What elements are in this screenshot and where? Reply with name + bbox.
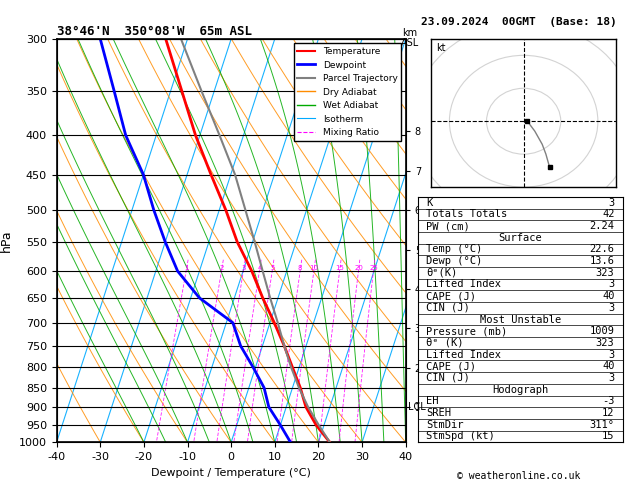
Text: Most Unstable: Most Unstable bbox=[480, 314, 561, 325]
Text: © weatheronline.co.uk: © weatheronline.co.uk bbox=[457, 471, 581, 481]
Text: 23.09.2024  00GMT  (Base: 18): 23.09.2024 00GMT (Base: 18) bbox=[421, 17, 617, 27]
Y-axis label: hPa: hPa bbox=[1, 229, 13, 252]
Text: 2: 2 bbox=[220, 265, 224, 271]
Text: 3: 3 bbox=[608, 198, 615, 208]
Text: Surface: Surface bbox=[499, 233, 542, 243]
Text: CIN (J): CIN (J) bbox=[426, 303, 470, 313]
Text: Hodograph: Hodograph bbox=[493, 384, 548, 395]
Text: 10: 10 bbox=[309, 265, 318, 271]
Text: 15: 15 bbox=[335, 265, 344, 271]
Text: 3: 3 bbox=[608, 349, 615, 360]
Text: 3: 3 bbox=[608, 373, 615, 383]
Text: 42: 42 bbox=[602, 209, 615, 219]
Text: 5: 5 bbox=[270, 265, 274, 271]
Text: PW (cm): PW (cm) bbox=[426, 221, 470, 231]
Text: θᵉ (K): θᵉ (K) bbox=[426, 338, 464, 348]
Text: km: km bbox=[403, 29, 418, 38]
Text: 15: 15 bbox=[602, 432, 615, 441]
X-axis label: Dewpoint / Temperature (°C): Dewpoint / Temperature (°C) bbox=[151, 468, 311, 478]
Text: θᵉ(K): θᵉ(K) bbox=[426, 268, 458, 278]
Text: EH: EH bbox=[426, 397, 439, 406]
Text: StmSpd (kt): StmSpd (kt) bbox=[426, 432, 495, 441]
Text: 1009: 1009 bbox=[589, 326, 615, 336]
Text: ASL: ASL bbox=[401, 38, 420, 48]
Text: 311°: 311° bbox=[589, 420, 615, 430]
Text: SREH: SREH bbox=[426, 408, 452, 418]
Text: K: K bbox=[426, 198, 433, 208]
Text: 20: 20 bbox=[354, 265, 363, 271]
Text: 38°46'N  350°08'W  65m ASL: 38°46'N 350°08'W 65m ASL bbox=[57, 25, 252, 38]
Text: 3: 3 bbox=[608, 303, 615, 313]
Text: 22.6: 22.6 bbox=[589, 244, 615, 255]
Text: 3: 3 bbox=[608, 279, 615, 290]
Text: Pressure (mb): Pressure (mb) bbox=[426, 326, 508, 336]
Text: 1: 1 bbox=[184, 265, 188, 271]
Text: kt: kt bbox=[437, 43, 446, 53]
Text: 323: 323 bbox=[596, 338, 615, 348]
Text: Dewp (°C): Dewp (°C) bbox=[426, 256, 482, 266]
Text: 8: 8 bbox=[298, 265, 303, 271]
Text: Lifted Index: Lifted Index bbox=[426, 279, 501, 290]
Text: LCL: LCL bbox=[408, 402, 425, 412]
Text: CIN (J): CIN (J) bbox=[426, 373, 470, 383]
Text: 13.6: 13.6 bbox=[589, 256, 615, 266]
Text: 4: 4 bbox=[257, 265, 262, 271]
Text: 3: 3 bbox=[241, 265, 245, 271]
Legend: Temperature, Dewpoint, Parcel Trajectory, Dry Adiabat, Wet Adiabat, Isotherm, Mi: Temperature, Dewpoint, Parcel Trajectory… bbox=[294, 43, 401, 141]
Text: Lifted Index: Lifted Index bbox=[426, 349, 501, 360]
Text: CAPE (J): CAPE (J) bbox=[426, 361, 476, 371]
Text: StmDir: StmDir bbox=[426, 420, 464, 430]
Text: 40: 40 bbox=[602, 361, 615, 371]
Text: 25: 25 bbox=[369, 265, 378, 271]
Text: 2.24: 2.24 bbox=[589, 221, 615, 231]
Text: 323: 323 bbox=[596, 268, 615, 278]
Text: 40: 40 bbox=[602, 291, 615, 301]
Text: 12: 12 bbox=[602, 408, 615, 418]
Text: Totals Totals: Totals Totals bbox=[426, 209, 508, 219]
Text: CAPE (J): CAPE (J) bbox=[426, 291, 476, 301]
Text: -3: -3 bbox=[602, 397, 615, 406]
Text: Temp (°C): Temp (°C) bbox=[426, 244, 482, 255]
